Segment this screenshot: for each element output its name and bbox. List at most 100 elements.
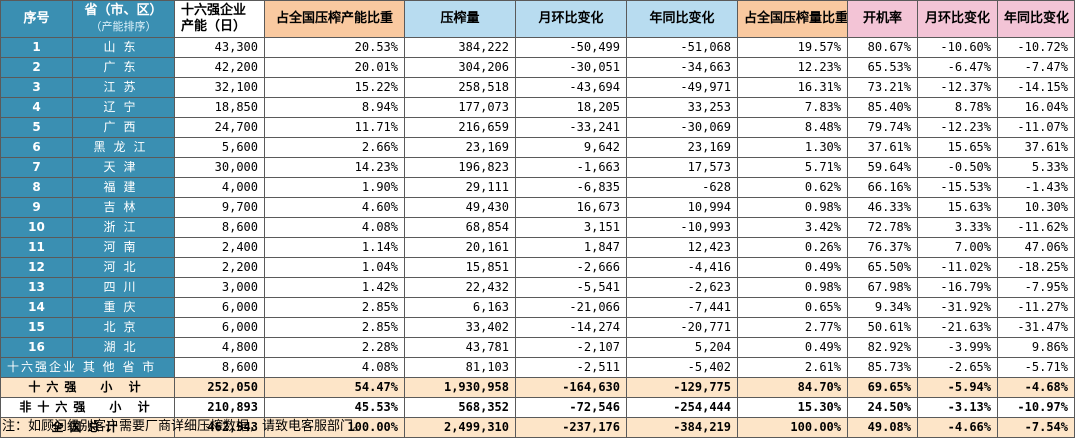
cell-ryoy: -10.72% (997, 37, 1075, 58)
cell-yoy: -7,441 (626, 297, 738, 318)
cell-rmom: -10.60% (917, 37, 998, 58)
cell-vol: 43,781 (404, 337, 516, 358)
cell-cap: 30,000 (174, 157, 265, 178)
row-seq: 3 (0, 77, 73, 98)
cell-rate: 73.21% (847, 77, 918, 98)
row-seq: 9 (0, 197, 73, 218)
cell-yoy: -254,444 (626, 397, 738, 418)
cell-rate: 46.33% (847, 197, 918, 218)
row-seq: 4 (0, 97, 73, 118)
cell-capshare: 2.28% (264, 337, 405, 358)
cell-rmom: -12.23% (917, 117, 998, 138)
cell-vol: 15,851 (404, 257, 516, 278)
row-seq: 5 (0, 117, 73, 138)
cell-cap: 9,700 (174, 197, 265, 218)
cell-capshare: 20.53% (264, 37, 405, 58)
cell-ryoy: -11.07% (997, 117, 1075, 138)
cell-rmom: -3.13% (917, 397, 998, 418)
row-label: 非十六强 小 计 (0, 397, 175, 418)
cell-mom: 18,205 (515, 97, 627, 118)
cell-rate: 76.37% (847, 237, 918, 258)
cell-rate: 80.67% (847, 37, 918, 58)
row-seq: 8 (0, 177, 73, 198)
header-province-label: 省（市、区） (84, 3, 163, 18)
cell-yoy: -2,623 (626, 277, 738, 298)
cell-vol: 68,854 (404, 217, 516, 238)
cell-capshare: 15.22% (264, 77, 405, 98)
cell-cap: 4,800 (174, 337, 265, 358)
cell-cap: 4,000 (174, 177, 265, 198)
cell-volshare: 0.65% (737, 297, 848, 318)
cell-vol: 6,163 (404, 297, 516, 318)
cell-ryoy: -11.62% (997, 217, 1075, 238)
cell-ryoy: 47.06% (997, 237, 1075, 258)
cell-ryoy: -18.25% (997, 257, 1075, 278)
row-seq: 11 (0, 237, 73, 258)
cell-capshare: 4.60% (264, 197, 405, 218)
cell-rmom: -4.66% (917, 417, 998, 438)
cell-volshare: 0.26% (737, 237, 848, 258)
row-province: 福建 (72, 177, 175, 198)
cell-rate: 49.08% (847, 417, 918, 438)
cell-ryoy: -31.47% (997, 317, 1075, 338)
cell-volshare: 0.98% (737, 277, 848, 298)
cell-volshare: 16.31% (737, 77, 848, 98)
cell-yoy: -20,771 (626, 317, 738, 338)
cell-yoy: -34,663 (626, 57, 738, 78)
cell-vol: 22,432 (404, 277, 516, 298)
row-province: 江苏 (72, 77, 175, 98)
row-province: 广西 (72, 117, 175, 138)
row-province: 四川 (72, 277, 175, 298)
table-row: 10 浙江 8,600 4.08% 68,854 3,151 -10,993 3.42% 72.… (0, 217, 1075, 238)
table-row: 2 广东 42,200 20.01% 304,206 -30,051 -34,663 12.2… (0, 57, 1075, 78)
header-capacity-share: 占全国压榨产能比重 (264, 0, 405, 38)
cell-rmom: -21.63% (917, 317, 998, 338)
cell-vol: 568,352 (404, 397, 516, 418)
cell-volshare: 8.48% (737, 117, 848, 138)
header-seq: 序号 (0, 0, 73, 38)
row-province: 辽宁 (72, 97, 175, 118)
header-volume: 压榨量 (404, 0, 516, 38)
cell-ryoy: -5.71% (997, 357, 1075, 378)
cell-mom: -164,630 (515, 377, 627, 398)
cell-cap: 252,050 (174, 377, 265, 398)
cell-rmom: -2.65% (917, 357, 998, 378)
cell-mom: 1,847 (515, 237, 627, 258)
cell-rate: 67.98% (847, 277, 918, 298)
header-mom: 月环比变化 (515, 0, 627, 38)
cell-mom: 16,673 (515, 197, 627, 218)
row-province: 重庆 (72, 297, 175, 318)
cell-rmom: 7.00% (917, 237, 998, 258)
cell-yoy: -4,416 (626, 257, 738, 278)
cell-mom: -2,666 (515, 257, 627, 278)
row-seq: 12 (0, 257, 73, 278)
header-capacity: 十六强企业产能（日） (174, 0, 265, 38)
cell-yoy: 12,423 (626, 237, 738, 258)
cell-volshare: 0.49% (737, 337, 848, 358)
cell-vol: 384,222 (404, 37, 516, 58)
cell-cap: 42,200 (174, 57, 265, 78)
cell-ryoy: -7.47% (997, 57, 1075, 78)
cell-mom: -1,663 (515, 157, 627, 178)
row-seq: 14 (0, 297, 73, 318)
cell-ryoy: 10.30% (997, 197, 1075, 218)
cell-vol: 81,103 (404, 357, 516, 378)
row-seq: 1 (0, 37, 73, 58)
cell-yoy: -129,775 (626, 377, 738, 398)
header-operating-rate: 开机率 (847, 0, 918, 38)
row-province: 浙江 (72, 217, 175, 238)
cell-rmom: -31.92% (917, 297, 998, 318)
cell-yoy: 17,573 (626, 157, 738, 178)
table-row: 5 广西 24,700 11.71% 216,659 -33,241 -30,069 8.48… (0, 117, 1075, 138)
cell-capshare: 11.71% (264, 117, 405, 138)
row-non-top16-subtotal: 非十六强 小 计 210,893 45.53% 568,352 -72,546 -254,… (0, 397, 1075, 418)
row-top16-subtotal: 十六强 小 计 252,050 54.47% 1,930,958 -164,630 -12… (0, 377, 1075, 398)
cell-rate: 65.50% (847, 257, 918, 278)
cell-rate: 65.53% (847, 57, 918, 78)
cell-rmom: -3.99% (917, 337, 998, 358)
cell-rate: 50.61% (847, 317, 918, 338)
cell-yoy: -49,971 (626, 77, 738, 98)
cell-rate: 24.50% (847, 397, 918, 418)
cell-vol: 177,073 (404, 97, 516, 118)
